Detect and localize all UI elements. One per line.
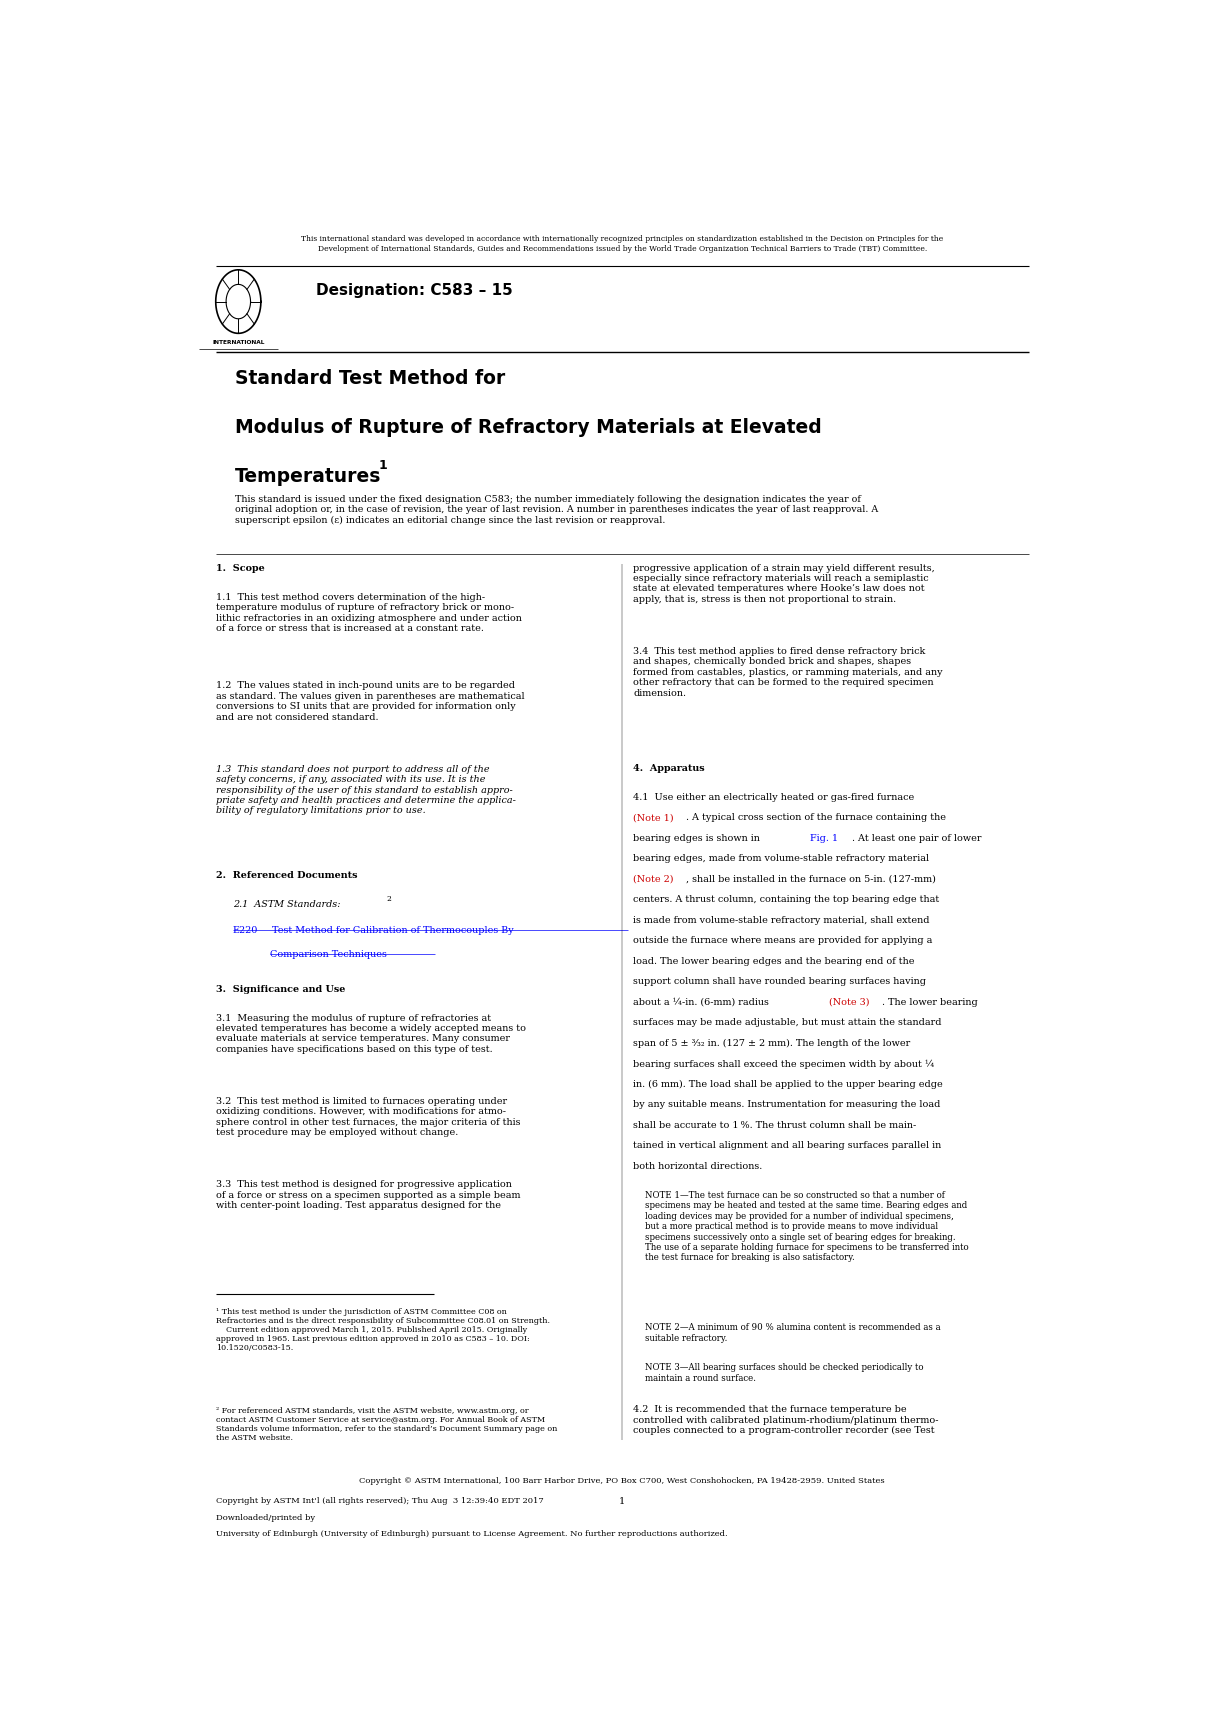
Text: tained in vertical alignment and all bearing surfaces parallel in: tained in vertical alignment and all bea…: [634, 1141, 942, 1150]
Text: by any suitable means. Instrumentation for measuring the load: by any suitable means. Instrumentation f…: [634, 1100, 941, 1109]
Text: 1.  Scope: 1. Scope: [216, 564, 265, 572]
Text: Copyright by ASTM Int'l (all rights reserved); Thu Aug  3 12:39:40 EDT 2017: Copyright by ASTM Int'l (all rights rese…: [216, 1497, 544, 1504]
Text: NOTE 1—The test furnace can be so constructed so that a number of
specimens may : NOTE 1—The test furnace can be so constr…: [645, 1191, 969, 1262]
Text: bearing edges, made from volume-stable refractory material: bearing edges, made from volume-stable r…: [634, 854, 930, 863]
Text: 1: 1: [379, 459, 387, 473]
Text: outside the furnace where means are provided for applying a: outside the furnace where means are prov…: [634, 937, 932, 945]
Text: both horizontal directions.: both horizontal directions.: [634, 1162, 762, 1171]
Text: NOTE 2—A minimum of 90 % alumina content is recommended as a
suitable refractory: NOTE 2—A minimum of 90 % alumina content…: [645, 1324, 941, 1343]
Text: 2.1  ASTM Standards:: 2.1 ASTM Standards:: [233, 899, 340, 909]
Text: Test Method for Calibration of Thermocouples By: Test Method for Calibration of Thermocou…: [272, 927, 514, 935]
Text: load. The lower bearing edges and the bearing end of the: load. The lower bearing edges and the be…: [634, 957, 915, 966]
Text: This standard is issued under the fixed designation C583; the number immediately: This standard is issued under the fixed …: [234, 495, 878, 524]
Text: centers. A thrust column, containing the top bearing edge that: centers. A thrust column, containing the…: [634, 896, 940, 904]
Text: is made from volume-stable refractory material, shall extend: is made from volume-stable refractory ma…: [634, 916, 930, 925]
Text: in. (6 mm). The load shall be applied to the upper bearing edge: in. (6 mm). The load shall be applied to…: [634, 1080, 943, 1090]
Text: support column shall have rounded bearing surfaces having: support column shall have rounded bearin…: [634, 978, 926, 987]
Text: 3.2  This test method is limited to furnaces operating under
oxidizing condition: 3.2 This test method is limited to furna…: [216, 1097, 521, 1138]
Text: Modulus of Rupture of Refractory Materials at Elevated: Modulus of Rupture of Refractory Materia…: [234, 418, 822, 437]
Text: This international standard was developed in accordance with internationally rec: This international standard was develope…: [301, 236, 943, 253]
Text: 3.3  This test method is designed for progressive application
of a force or stre: 3.3 This test method is designed for pro…: [216, 1181, 521, 1210]
Text: Downloaded/printed by: Downloaded/printed by: [216, 1514, 314, 1521]
Text: surfaces may be made adjustable, but must attain the standard: surfaces may be made adjustable, but mus…: [634, 1018, 942, 1028]
Text: Fig. 1: Fig. 1: [811, 834, 839, 842]
Text: 1.1  This test method covers determination of the high-
temperature modulus of r: 1.1 This test method covers determinatio…: [216, 593, 522, 633]
Text: Designation: C583 – 15: Designation: C583 – 15: [317, 284, 514, 297]
Text: 4.2  It is recommended that the furnace temperature be
controlled with calibrate: 4.2 It is recommended that the furnace t…: [634, 1406, 938, 1435]
Text: Standard Test Method for: Standard Test Method for: [234, 370, 505, 388]
Text: ¹ This test method is under the jurisdiction of ASTM Committee C08 on
Refractori: ¹ This test method is under the jurisdic…: [216, 1308, 550, 1353]
Text: 1.3  This standard does not purport to address all of the
safety concerns, if an: 1.3 This standard does not purport to ad…: [216, 765, 516, 815]
Text: about a ¼-in. (6-mm) radius: about a ¼-in. (6-mm) radius: [634, 997, 770, 1007]
Text: Temperatures: Temperatures: [234, 468, 381, 486]
Text: 3.  Significance and Use: 3. Significance and Use: [216, 985, 345, 994]
Text: (Note 1): (Note 1): [634, 813, 674, 822]
Text: . A typical cross section of the furnace containing the: . A typical cross section of the furnace…: [686, 813, 946, 822]
Text: 4.  Apparatus: 4. Apparatus: [634, 763, 705, 772]
Text: 3.1  Measuring the modulus of rupture of refractories at
elevated temperatures h: 3.1 Measuring the modulus of rupture of …: [216, 1014, 526, 1054]
Text: shall be accurate to 1 %. The thrust column shall be main-: shall be accurate to 1 %. The thrust col…: [634, 1121, 917, 1129]
Text: 3.4  This test method applies to fired dense refractory brick
and shapes, chemic: 3.4 This test method applies to fired de…: [634, 646, 943, 698]
Text: ² For referenced ASTM standards, visit the ASTM website, www.astm.org, or
contac: ² For referenced ASTM standards, visit t…: [216, 1406, 557, 1442]
Text: Comparison Techniques: Comparison Techniques: [271, 951, 387, 959]
Text: , shall be installed in the furnace on 5-in. (127-mm): , shall be installed in the furnace on 5…: [686, 875, 936, 884]
Text: bearing surfaces shall exceed the specimen width by about ¼: bearing surfaces shall exceed the specim…: [634, 1059, 935, 1069]
Text: 2.  Referenced Documents: 2. Referenced Documents: [216, 872, 357, 880]
Text: Copyright © ASTM International, 100 Barr Harbor Drive, PO Box C700, West Conshoh: Copyright © ASTM International, 100 Barr…: [359, 1477, 885, 1485]
Text: (Note 2): (Note 2): [634, 875, 674, 884]
Text: . The lower bearing: . The lower bearing: [881, 997, 977, 1007]
Text: 4.1  Use either an electrically heated or gas-fired furnace: 4.1 Use either an electrically heated or…: [634, 792, 914, 801]
Text: E220: E220: [233, 927, 259, 935]
Text: (Note 3): (Note 3): [829, 997, 869, 1007]
Text: bearing edges is shown in: bearing edges is shown in: [634, 834, 760, 842]
Text: span of 5 ± ³⁄₃₂ in. (127 ± 2 mm). The length of the lower: span of 5 ± ³⁄₃₂ in. (127 ± 2 mm). The l…: [634, 1038, 910, 1049]
Text: progressive application of a strain may yield different results,
especially sinc: progressive application of a strain may …: [634, 564, 935, 603]
Text: . At least one pair of lower: . At least one pair of lower: [852, 834, 981, 842]
Text: University of Edinburgh (University of Edinburgh) pursuant to License Agreement.: University of Edinburgh (University of E…: [216, 1530, 727, 1539]
Text: INTERNATIONAL: INTERNATIONAL: [212, 340, 265, 346]
Text: 1: 1: [619, 1497, 625, 1506]
Text: 1.2  The values stated in inch-pound units are to be regarded
as standard. The v: 1.2 The values stated in inch-pound unit…: [216, 681, 524, 722]
Text: NOTE 3—All bearing surfaces should be checked periodically to
maintain a round s: NOTE 3—All bearing surfaces should be ch…: [645, 1363, 924, 1382]
Text: 2: 2: [386, 894, 391, 902]
